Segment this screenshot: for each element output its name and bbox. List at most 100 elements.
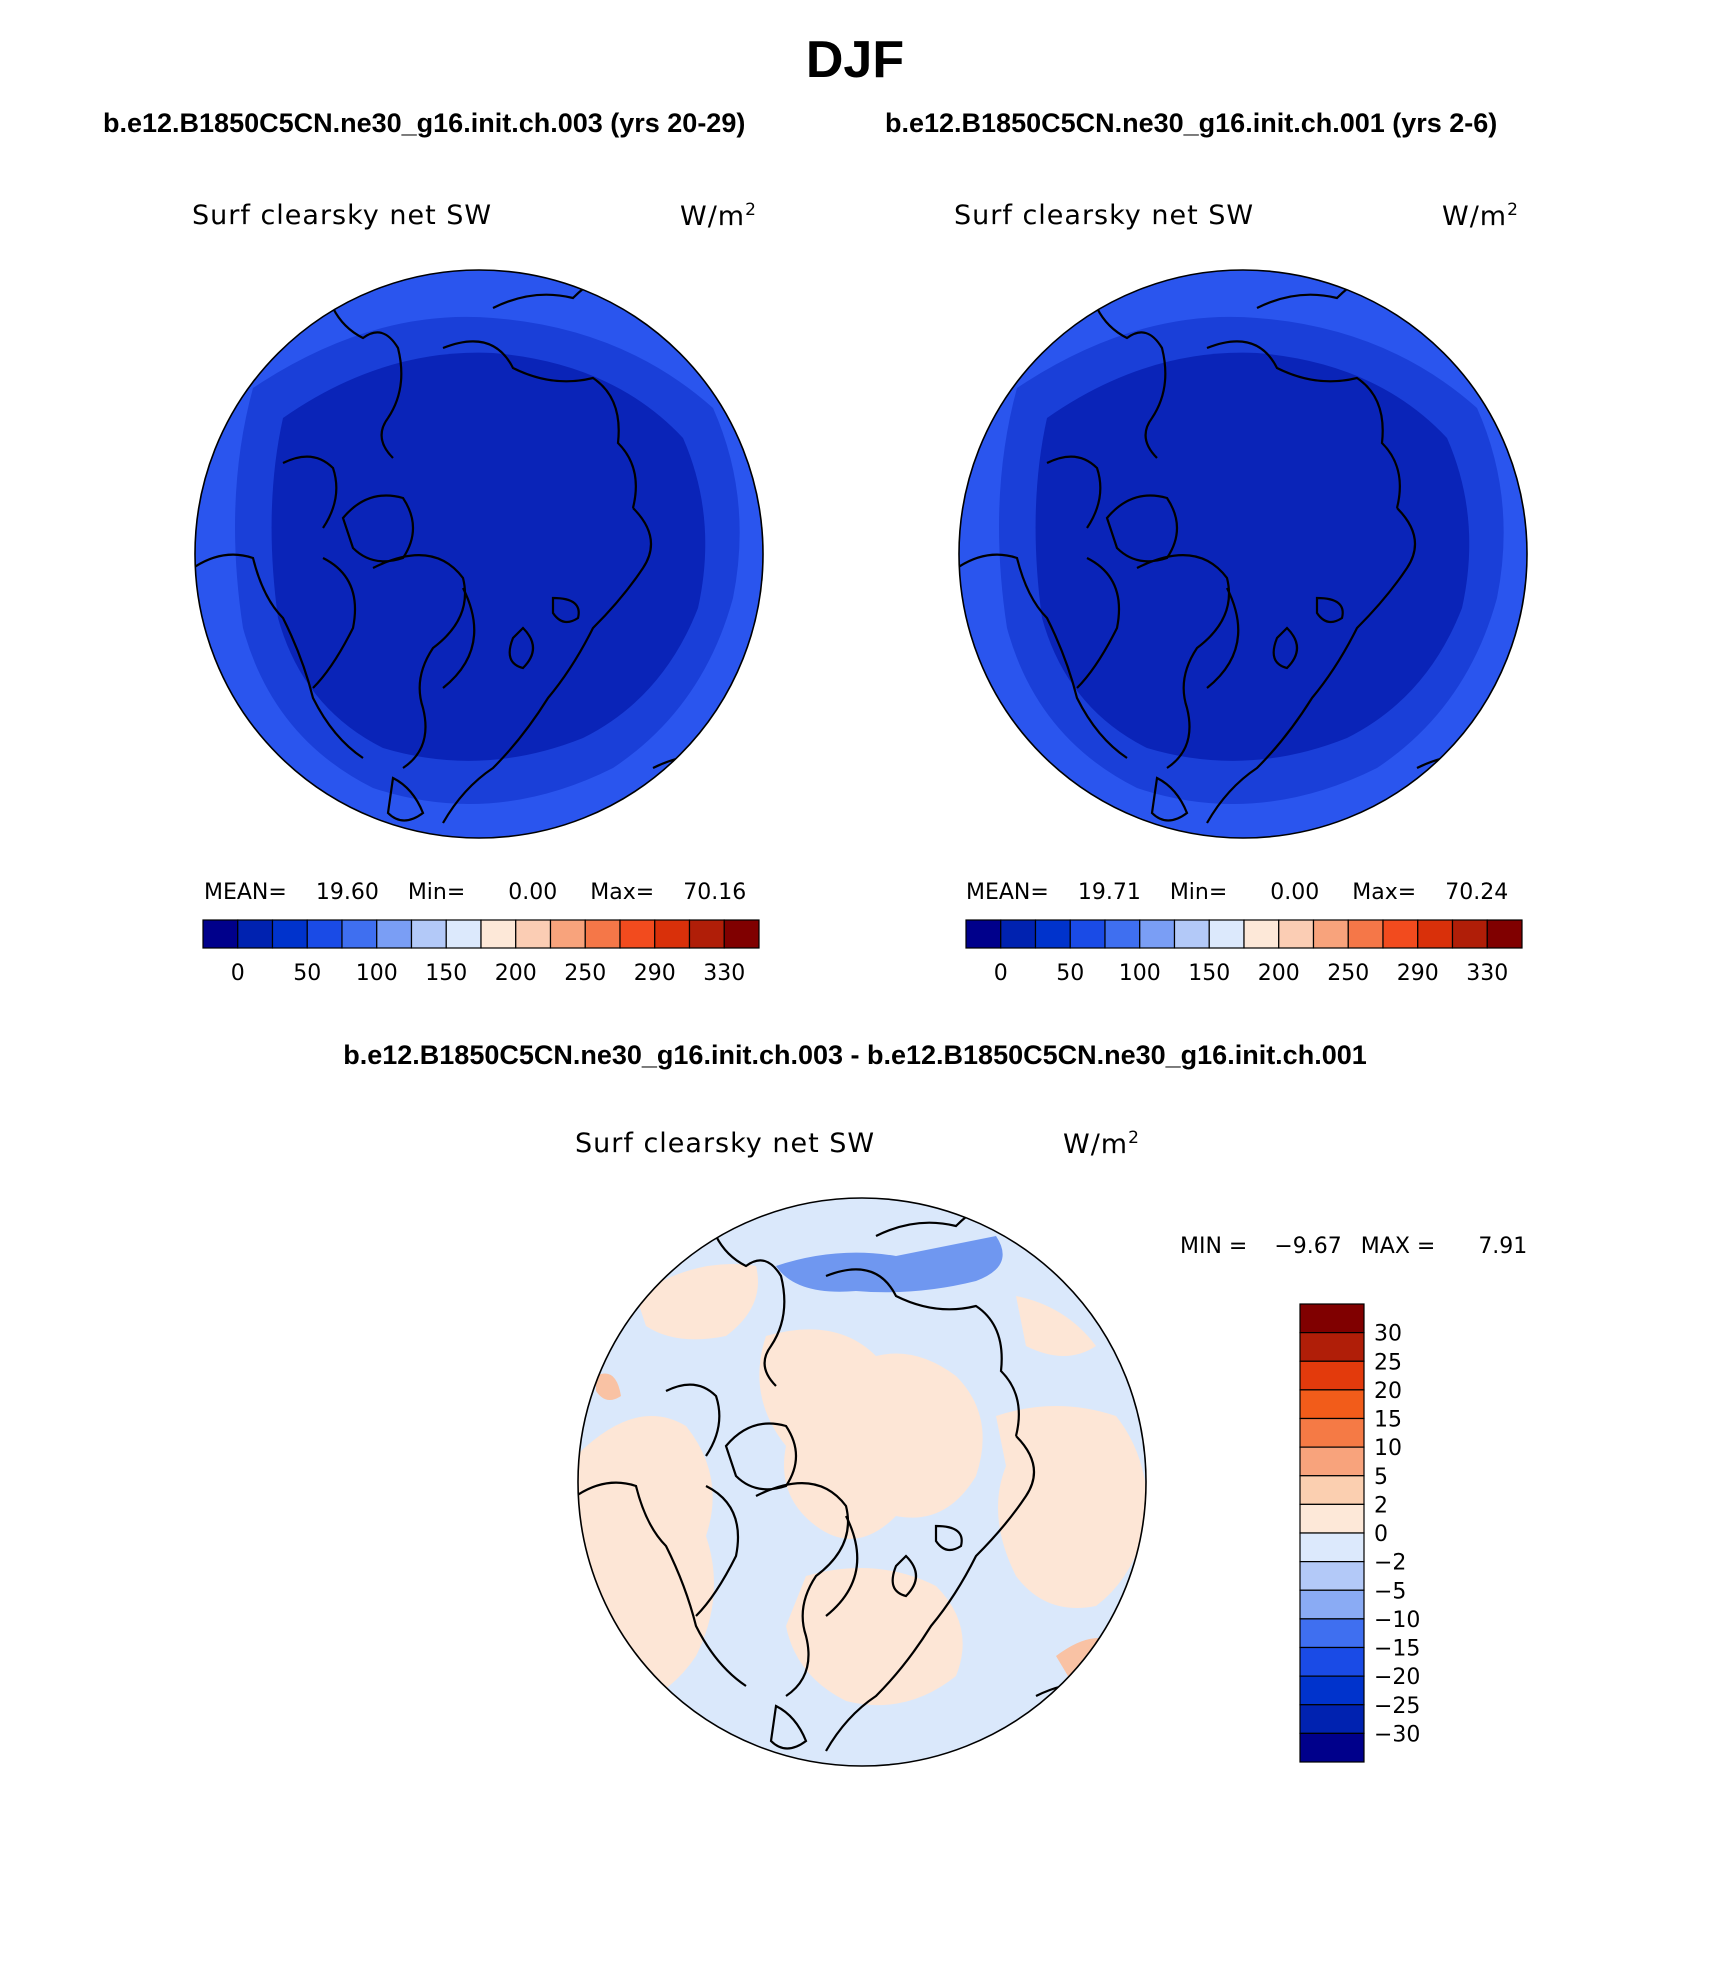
units-label-left: W/m2 <box>680 200 757 232</box>
colorbar-swatch <box>1299 1646 1365 1677</box>
colorbar-tick-label: 290 <box>1397 961 1439 986</box>
case-title-left: b.e12.B1850C5CN.ne30_g16.init.ch.003 (yr… <box>103 108 746 138</box>
polar-map-right <box>958 269 1528 839</box>
min-label: Min= <box>1169 880 1228 905</box>
colorbar-tick-label: 0 <box>231 961 245 986</box>
colorbar-tick-label: 150 <box>425 961 467 986</box>
stats-diff: MIN = −9.67 MAX = 7.91 <box>1180 1234 1527 1259</box>
colorbar-tick-label: −20 <box>1374 1665 1420 1690</box>
mean-value: 19.71 <box>1077 880 1141 905</box>
colorbar-swatch <box>376 919 413 949</box>
units-exponent: 2 <box>745 200 757 220</box>
colorbar-swatch <box>1299 1732 1365 1763</box>
colorbar-swatch <box>1104 919 1141 949</box>
colorbar-tick-label: 200 <box>495 961 537 986</box>
min-value: 0.00 <box>1270 880 1320 905</box>
max-label: Max= <box>1352 880 1417 905</box>
colorbar-tick-label: −2 <box>1374 1551 1406 1576</box>
max-value: 70.24 <box>1445 880 1509 905</box>
units-label-right: W/m2 <box>1442 200 1519 232</box>
colorbar-swatch <box>1173 919 1210 949</box>
colorbar-swatch <box>654 919 691 949</box>
colorbar-swatch <box>549 919 586 949</box>
colorbar-swatch <box>1299 1360 1365 1391</box>
case-title-right: b.e12.B1850C5CN.ne30_g16.init.ch.001 (yr… <box>885 108 1498 138</box>
colorbar-swatch <box>584 919 621 949</box>
colorbar-swatch <box>619 919 656 949</box>
colorbar-tick-label: 290 <box>634 961 676 986</box>
colorbar-tick-label: 2 <box>1374 1493 1388 1518</box>
colorbar-tick-label: 50 <box>293 961 321 986</box>
units-text: W/m <box>680 201 746 232</box>
colorbar-swatch <box>1299 1332 1365 1362</box>
coastlines-diff <box>578 1202 1117 1752</box>
colorbar-swatch <box>1312 919 1349 949</box>
colorbar-left: 0 50 100 150 200 250 290 330 <box>202 919 760 986</box>
colorbar-swatch <box>1299 1503 1365 1534</box>
colorbar-tick-label: 330 <box>703 961 745 986</box>
colorbar-tick-label: 100 <box>1119 961 1161 986</box>
colorbar-swatch <box>410 919 447 949</box>
colorbar-swatch <box>1299 1389 1365 1420</box>
colorbar-swatch <box>271 919 308 949</box>
colorbar-swatch <box>1486 919 1523 949</box>
colorbar-tick-label: 250 <box>1327 961 1369 986</box>
colorbar-swatch <box>445 919 482 949</box>
colorbar-swatch <box>341 919 378 949</box>
colorbar-tick-label: 0 <box>994 961 1008 986</box>
min-label: MIN = <box>1180 1234 1248 1259</box>
colorbar-swatch <box>480 919 517 949</box>
max-value: 70.16 <box>683 880 747 905</box>
colorbar-tick-label: 30 <box>1374 1322 1402 1347</box>
colorbar-swatch <box>688 919 725 949</box>
units-text: W/m <box>1442 201 1508 232</box>
colorbar-swatch <box>1299 1475 1365 1505</box>
units-text: W/m <box>1063 1129 1129 1160</box>
difference-title: b.e12.B1850C5CN.ne30_g16.init.ch.003 - b… <box>343 1040 1367 1070</box>
colorbar-tick-label: 20 <box>1374 1379 1402 1404</box>
colorbar-swatch <box>1299 1675 1365 1706</box>
polar-map-left <box>194 269 764 839</box>
colorbar-tick-label: −15 <box>1374 1637 1420 1662</box>
colorbar-tick-label: 25 <box>1374 1350 1402 1375</box>
colorbar-swatch <box>1299 1704 1365 1734</box>
colorbar-right: 0 50 100 150 200 250 290 330 <box>965 919 1523 986</box>
coastlines-left <box>195 274 734 824</box>
colorbar-swatch <box>1299 1561 1365 1591</box>
mean-label: MEAN= <box>204 880 287 905</box>
units-exponent: 2 <box>1507 200 1519 220</box>
colorbar-swatch <box>1347 919 1384 949</box>
colorbar-swatch <box>1451 919 1488 949</box>
colorbar-tick-label: 250 <box>564 961 606 986</box>
colorbar-swatch <box>1139 919 1176 949</box>
colorbar-swatch <box>202 919 239 949</box>
colorbar-tick-label: −30 <box>1374 1722 1420 1747</box>
variable-label-right: Surf clearsky net SW <box>954 200 1255 231</box>
variable-label-left: Surf clearsky net SW <box>192 200 493 231</box>
min-value: −9.67 <box>1274 1234 1342 1259</box>
units-exponent: 2 <box>1128 1128 1140 1148</box>
colorbar-swatch <box>306 919 343 949</box>
colorbar-tick-label: −5 <box>1374 1579 1406 1604</box>
colorbar-swatch <box>1034 919 1071 949</box>
colorbar-swatch <box>1299 1446 1365 1477</box>
colorbar-swatch <box>515 919 552 949</box>
colorbar-tick-label: 15 <box>1374 1408 1402 1433</box>
units-label-diff: W/m2 <box>1063 1128 1140 1160</box>
colorbar-swatch <box>1299 1589 1365 1620</box>
colorbar-tick-label: 100 <box>356 961 398 986</box>
min-label: Min= <box>407 880 466 905</box>
colorbar-swatch <box>1000 919 1037 949</box>
stats-right: MEAN= 19.71 Min= 0.00 Max= 70.24 <box>966 880 1508 905</box>
colorbar-tick-label: −25 <box>1374 1694 1420 1719</box>
min-value: 0.00 <box>508 880 558 905</box>
colorbar-swatch <box>237 919 274 949</box>
colorbar-swatch <box>1069 919 1106 949</box>
polar-map-difference <box>577 1197 1147 1767</box>
colorbar-tick-label: 0 <box>1374 1522 1388 1547</box>
figure-title: DJF <box>805 31 905 89</box>
colorbar-swatch <box>1299 1303 1365 1334</box>
colorbar-tick-label: 330 <box>1466 961 1508 986</box>
colorbar-swatch <box>1299 1618 1365 1649</box>
